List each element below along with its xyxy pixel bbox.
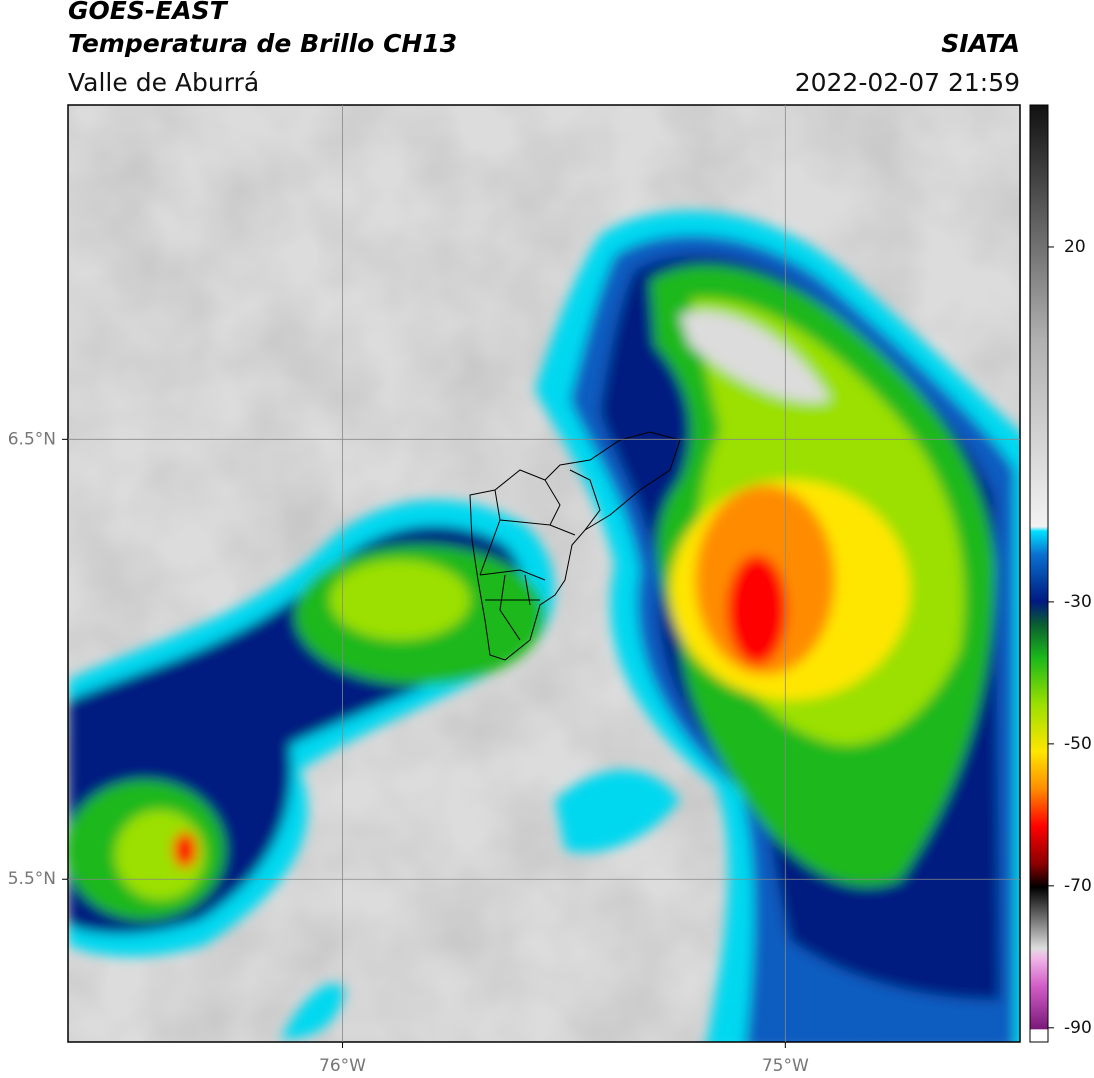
municipal-boundaries	[469, 431, 681, 661]
colorbar-tick-label: -30	[1064, 592, 1092, 612]
colorbar-tick-label: -90	[1064, 1018, 1092, 1038]
title: GOES-EAST	[68, 0, 229, 25]
colorbar-tick-label: -70	[1064, 876, 1092, 896]
source: SIATA	[941, 29, 1020, 58]
y-tick-label: 6.5°N	[8, 429, 56, 449]
colorbar	[1029, 104, 1049, 1043]
y-tick-label: 5.5°N	[8, 869, 56, 889]
map-frame	[67, 104, 1021, 1043]
colorbar-tick-label: -50	[1064, 734, 1092, 754]
x-tick-label: 75°W	[762, 1056, 809, 1076]
region: Valle de Aburrá	[68, 68, 259, 97]
satellite-image	[68, 105, 1020, 1042]
x-tick-label: 76°W	[319, 1056, 366, 1076]
subtitle: Temperatura de Brillo CH13	[68, 29, 457, 58]
colorbar-tick-label: 20	[1064, 237, 1086, 257]
datetime: 2022-02-07 21:59	[795, 68, 1020, 97]
